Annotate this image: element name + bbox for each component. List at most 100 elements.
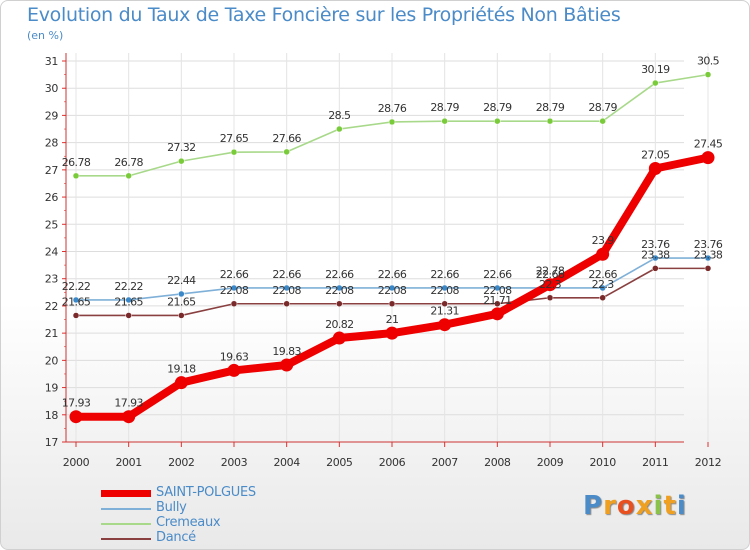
data-label-cremeaux: 26.78	[114, 156, 143, 169]
point-bully	[704, 254, 712, 262]
data-label-danc-: 22.08	[483, 284, 512, 297]
point-cremeaux	[704, 71, 712, 78]
point-bully	[72, 296, 80, 304]
y-tick-label: 31	[45, 55, 58, 68]
legend-swatch	[101, 508, 151, 510]
data-label-cremeaux: 28.79	[483, 101, 512, 114]
point-danc-	[283, 300, 290, 308]
point-cremeaux	[599, 117, 606, 125]
data-label-cremeaux: 26.78	[62, 156, 91, 169]
legend: SAINT-POLGUES Bully Cremeaux Dancé	[101, 485, 401, 546]
data-label-saint-polgues: 17.93	[114, 397, 143, 410]
chart-title: Evolution du Taux de Taxe Foncière sur l…	[27, 4, 621, 26]
point-bully	[599, 284, 606, 292]
point-bully	[494, 284, 501, 292]
point-danc-	[494, 300, 501, 308]
x-tick-label: 2002	[168, 456, 194, 469]
legend-swatch	[101, 490, 151, 497]
data-label-saint-polgues: 27.05	[641, 148, 670, 161]
x-tick-label: 2007	[431, 456, 458, 469]
x-tick-label: 2003	[221, 456, 248, 469]
legend-item: SAINT-POLGUES	[101, 485, 401, 501]
point-danc-	[72, 312, 80, 319]
y-tick-label: 30	[45, 82, 59, 95]
x-tick-label: 2005	[326, 456, 353, 469]
data-label-cremeaux: 27.65	[220, 132, 249, 145]
point-saint-polgues	[596, 247, 610, 261]
x-tick-label: 2001	[115, 456, 141, 469]
legend-label: Cremeaux	[156, 515, 221, 530]
y-tick-label: 23	[45, 273, 59, 286]
data-label-cremeaux: 28.79	[430, 101, 459, 114]
data-label-bully: 22.66	[430, 268, 459, 281]
logo-letter: i	[676, 491, 687, 521]
x-tick-label: 2006	[379, 456, 406, 469]
data-label-danc-: 22.08	[378, 284, 407, 297]
point-saint-polgues	[227, 363, 241, 377]
x-tick-label: 2011	[642, 456, 668, 469]
point-cremeaux	[125, 172, 132, 180]
x-tick-label: 2008	[484, 456, 511, 469]
x-tick-label: 2000	[63, 456, 90, 469]
y-tick-labels: 17 18 19 20 21 22 23 24 25 26 27 28 29 30 31	[45, 55, 59, 449]
data-label-saint-polgues: 22.78	[536, 265, 565, 278]
point-cremeaux	[72, 172, 80, 180]
point-saint-polgues	[543, 278, 557, 292]
data-label-bully: 23.76	[641, 238, 670, 251]
point-bully	[283, 284, 290, 292]
unit-label: (en %)	[27, 29, 64, 42]
point-danc-	[704, 265, 712, 272]
point-saint-polgues	[332, 331, 346, 345]
point-danc-	[599, 294, 606, 302]
point-bully	[652, 254, 659, 262]
point-cremeaux	[336, 125, 343, 133]
data-label-danc-: 21.65	[62, 295, 91, 308]
data-label-saint-polgues: 23.9	[592, 234, 615, 247]
point-cremeaux	[230, 148, 238, 156]
point-danc-	[441, 300, 448, 308]
point-bully	[178, 290, 185, 298]
logo-letter: t	[663, 491, 677, 521]
data-label-bully: 22.66	[483, 268, 512, 281]
data-label-bully: 22.66	[272, 268, 301, 281]
data-label-cremeaux: 30.5	[697, 55, 720, 68]
point-bully	[125, 296, 132, 304]
proxiti-logo: Proxiti	[583, 491, 687, 521]
data-label-danc-: 22.08	[272, 284, 301, 297]
x-tick-labels: 2000 2001 2002 2003 2004 2005 2006 2007 2008 2009…	[63, 456, 722, 469]
data-label-bully: 22.22	[114, 280, 143, 293]
data-label-saint-polgues: 17.93	[62, 397, 91, 410]
point-cremeaux	[652, 79, 659, 87]
data-label-saint-polgues: 19.18	[167, 363, 196, 376]
data-label-saint-polgues: 20.82	[325, 318, 354, 331]
point-cremeaux	[283, 148, 290, 156]
point-danc-	[178, 312, 185, 319]
legend-swatch	[101, 523, 151, 525]
data-label-cremeaux: 27.32	[167, 141, 196, 154]
axes	[62, 53, 709, 447]
y-tick-label: 29	[45, 109, 59, 122]
y-tick-label: 18	[45, 409, 59, 422]
data-label-bully: 22.66	[536, 268, 565, 281]
y-tick-label: 26	[45, 191, 59, 204]
series-group	[69, 71, 715, 424]
point-saint-polgues	[648, 161, 662, 175]
data-label-bully: 22.66	[378, 268, 407, 281]
data-label-bully: 22.66	[325, 268, 354, 281]
legend-label: Dancé	[156, 530, 196, 545]
point-bully	[388, 284, 396, 292]
y-tick-label: 21	[45, 327, 58, 340]
point-bully	[441, 284, 448, 292]
x-tick-label: 2012	[695, 456, 721, 469]
point-danc-	[230, 300, 238, 308]
y-tick-label: 17	[45, 436, 59, 449]
point-saint-polgues	[490, 307, 504, 321]
y-tick-label: 22	[45, 300, 58, 313]
point-cremeaux	[441, 117, 448, 125]
point-cremeaux	[388, 118, 396, 126]
data-label-saint-polgues: 21.31	[430, 305, 459, 318]
point-danc-	[125, 312, 132, 319]
x-tick-label: 2010	[589, 456, 616, 469]
logo-letter: x	[635, 491, 654, 521]
